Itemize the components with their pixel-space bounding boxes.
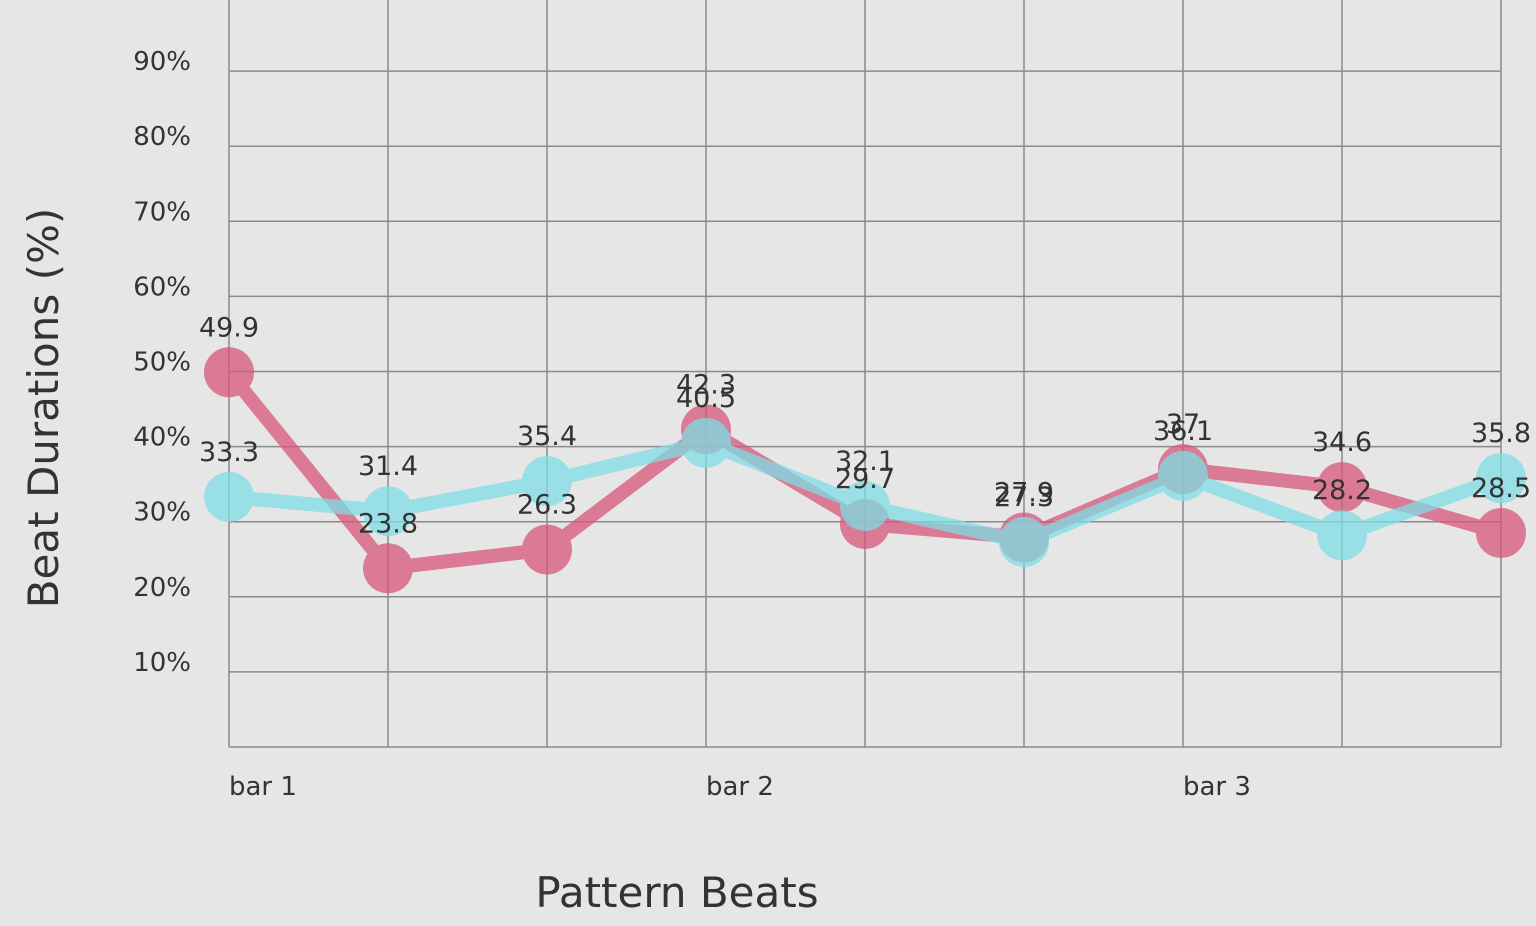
data-label: 42.3 [676,369,736,400]
data-label: 31.4 [358,451,418,482]
y-axis-title: Beat Durations (%) [19,208,68,609]
y-tick-label: 10% [133,648,191,678]
data-point [522,456,572,507]
grid [228,0,1502,748]
data-label: 49.9 [199,312,259,343]
data-label: 23.8 [358,508,418,539]
y-axis-ticks: 10% 20% 30% 40% 50% 60% 70% 80% 90% [133,47,191,678]
data-point [1317,462,1367,513]
data-label: 35.4 [517,421,577,452]
y-tick-label: 70% [133,197,191,227]
data-point [363,543,413,594]
y-tick-label: 80% [133,122,191,152]
data-label: 35.8 [1471,418,1531,449]
data-label: 32.1 [835,446,895,477]
data-point [1317,510,1367,561]
data-point [840,480,890,531]
series [204,347,1526,594]
y-tick-label: 40% [133,423,191,453]
x-tick-label: bar 1 [229,772,297,802]
x-axis-title: Pattern Beats [535,868,818,917]
data-label: 37 [1166,409,1200,440]
y-tick-label: 60% [133,272,191,302]
data-point [1158,450,1208,501]
data-point [522,524,572,575]
data-label: 27.3 [994,482,1054,513]
data-point [363,486,413,537]
data-point [1476,453,1526,504]
data-label: 40.5 [676,383,736,414]
x-tick-label: bar 3 [1183,772,1251,802]
data-point [204,347,254,398]
y-tick-label: 90% [133,47,191,77]
data-label: 26.3 [517,489,577,520]
data-label: 33.3 [199,437,259,468]
x-tick-label: bar 2 [706,772,774,802]
data-point [681,417,731,468]
y-tick-label: 30% [133,498,191,528]
data-labels: 49.9 23.8 26.3 42.3 29.7 27.9 37 34.6 28.5 33.3 31… [199,312,1531,539]
data-point [999,516,1049,567]
data-label: 27.9 [994,477,1054,508]
data-label: 28.2 [1312,475,1372,506]
data-point [204,471,254,522]
data-label: 29.7 [835,464,895,495]
data-point [1476,507,1526,558]
data-label: 34.6 [1312,427,1372,458]
data-label: 28.5 [1471,473,1531,504]
y-tick-label: 50% [133,348,191,378]
y-tick-label: 20% [133,573,191,603]
data-label: 36.1 [1153,416,1213,447]
x-axis-ticks: bar 1 bar 2 bar 3 [229,772,1251,802]
series-2 [204,417,1526,567]
